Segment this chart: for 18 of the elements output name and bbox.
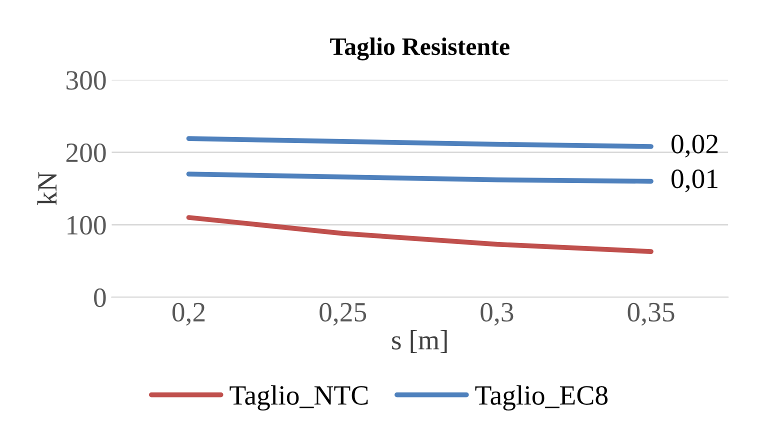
x-tick-label: 0,35 (628, 302, 674, 326)
x-tick-label: 0,2 (172, 302, 205, 326)
line-series (186, 136, 654, 149)
y-tick-label: 0 (94, 288, 106, 308)
legend-label: Taglio_NTC (230, 385, 368, 411)
x-axis-title: s [m] (392, 330, 447, 354)
y-tick-label: 200 (66, 143, 106, 162)
annotation: 0,02 (672, 134, 718, 158)
y-tick-label: 100 (68, 216, 106, 235)
chart-title: Taglio Resistente (330, 38, 510, 60)
y-tick-label: 300 (66, 71, 106, 90)
line-series (186, 172, 654, 184)
legend-label: Taglio_EC8 (475, 385, 608, 411)
x-tick-label: 0,25 (320, 302, 366, 326)
y-axis-title: kN (37, 172, 56, 205)
x-tick-label: 0,3 (480, 302, 514, 326)
line-series (186, 215, 654, 254)
annotation: 0,01 (672, 169, 718, 192)
